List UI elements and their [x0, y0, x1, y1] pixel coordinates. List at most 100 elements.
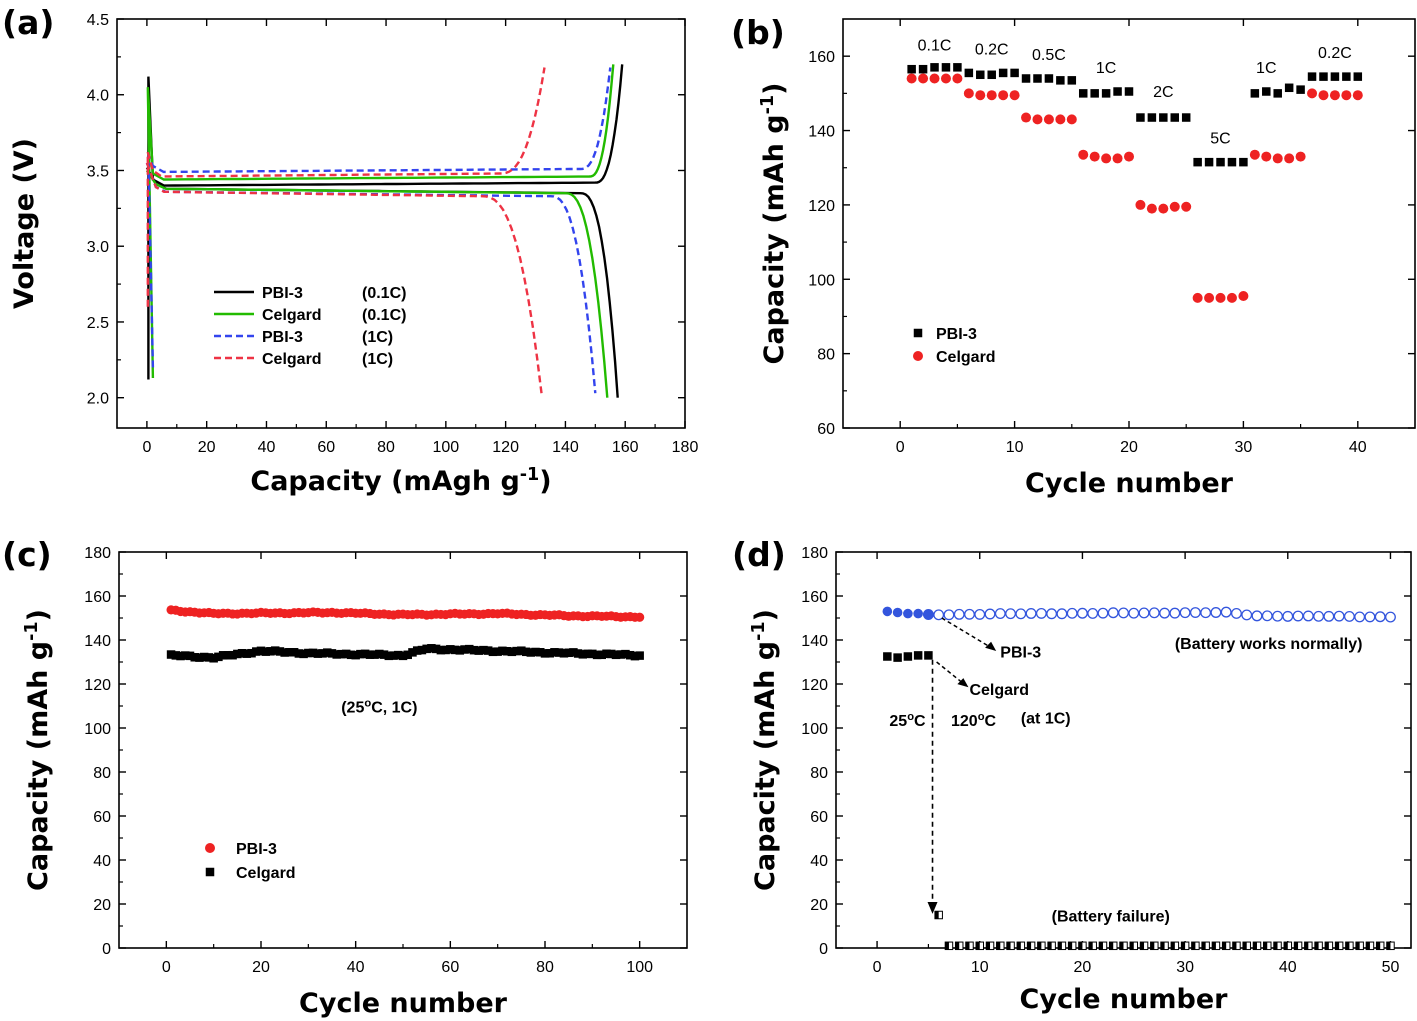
- celgard-failure-point-fill: [1109, 942, 1114, 950]
- celgard-point: [1112, 153, 1123, 164]
- celgard-point: [422, 644, 431, 654]
- y-tick-label: 0: [102, 941, 111, 958]
- celgard-point: [1272, 153, 1283, 164]
- pbi3-point: [941, 63, 951, 72]
- pbi3-point: [1353, 72, 1363, 81]
- pbi3-120c-point: [1385, 611, 1396, 623]
- annotation-part: C: [914, 713, 926, 730]
- celgard-point: [289, 648, 299, 657]
- annotation: (at 1C): [1021, 711, 1071, 728]
- y-axis-label-part: Capacity (mAh g: [750, 641, 781, 891]
- y-axis-label-part: Voltage (V): [9, 138, 40, 309]
- celgard-point: [460, 645, 469, 654]
- y-tick-label: 100: [84, 721, 111, 738]
- celgard-point: [280, 648, 289, 657]
- annotation-part: 120: [951, 713, 978, 730]
- y-tick-label: 4.5: [87, 12, 109, 29]
- x-axis-label: Cycle number: [1025, 468, 1234, 499]
- pbi3-120c-point: [1056, 608, 1068, 620]
- voltage-curve-discharge: [145, 162, 543, 394]
- legend-label: PBI-3: [936, 326, 977, 343]
- celgard-point: [986, 90, 997, 101]
- x-tick-label: 0: [142, 439, 151, 456]
- y-tick-label: 160: [808, 49, 835, 66]
- x-tick-label: 0: [162, 959, 171, 976]
- celgard-point: [247, 648, 256, 658]
- pbi3-120c-point: [1148, 607, 1160, 619]
- celgard-point: [185, 651, 195, 661]
- celgard-point: [493, 647, 502, 656]
- celgard-point: [275, 647, 285, 656]
- celgard-point: [370, 650, 379, 659]
- y-axis-label-part: Capacity (mAh g: [759, 114, 790, 364]
- annotation-deg: o: [907, 711, 914, 723]
- rate-label: 0.2C: [1318, 45, 1352, 62]
- x-axis-label: Capacity (mAgh g-1): [250, 465, 551, 497]
- x-tick-label: 40: [1279, 959, 1297, 976]
- pbi3-120c-point: [1118, 607, 1129, 619]
- y-tick-label: 20: [810, 897, 828, 914]
- pbi3-120c-point: [1189, 607, 1201, 618]
- celgard-failure-point-fill: [1335, 942, 1340, 950]
- celgard-point: [384, 651, 394, 661]
- pbi3-120c-point: [984, 608, 996, 620]
- celgard-point: [323, 648, 332, 657]
- failure-arrowhead: [927, 902, 938, 914]
- celgard-point: [602, 649, 611, 659]
- legend-marker: [913, 328, 923, 338]
- pbi3-point: [1170, 113, 1180, 122]
- celgard-failure-point-fill: [1088, 942, 1093, 950]
- x-axis-label: Cycle number: [299, 988, 508, 1019]
- celgard-point: [199, 652, 209, 662]
- y-tick-label: 60: [810, 809, 828, 826]
- celgard-failure-point-fill: [1058, 942, 1062, 950]
- pbi3-point: [987, 70, 996, 80]
- celgard-failure-point-fill: [1201, 942, 1206, 950]
- celgard-point: [360, 649, 370, 659]
- pbi3-120c-point: [1313, 610, 1325, 622]
- pbi3-25c-point: [913, 608, 923, 619]
- pbi3-120c-point: [1282, 610, 1294, 622]
- celgard-point: [218, 651, 228, 660]
- celgard-point: [256, 646, 266, 656]
- celgard-point: [597, 650, 607, 660]
- pbi3-point: [1330, 72, 1340, 81]
- x-tick-label: 100: [432, 439, 459, 456]
- y-axis-label: Capacity (mAh g-1): [749, 609, 781, 891]
- celgard-point: [1124, 151, 1134, 162]
- pbi3-120c-point: [1005, 608, 1017, 620]
- y-tick-label: 140: [808, 124, 835, 141]
- celgard-point: [1295, 151, 1306, 162]
- celgard-failure-point-fill: [1047, 942, 1052, 950]
- pbi3-point: [1296, 85, 1305, 94]
- celgard-point: [195, 653, 204, 662]
- y-axis-label: Voltage (V): [9, 138, 40, 309]
- celgard-failure-point-fill: [1304, 942, 1309, 950]
- celgard-point: [417, 645, 427, 655]
- celgard-failure-point-fill: [1263, 942, 1268, 950]
- pbi3-120c-point: [1046, 608, 1058, 620]
- pbi3-point: [998, 68, 1008, 78]
- celgard-point: [540, 649, 550, 658]
- celgard-point: [569, 648, 578, 657]
- celgard-25c-point: [893, 653, 902, 662]
- pbi3-pointer-head: [985, 641, 997, 651]
- legend-marker: [205, 867, 215, 877]
- celgard-point: [313, 649, 323, 658]
- pbi3-point: [1250, 89, 1260, 98]
- celgard-pointer-head: [957, 678, 969, 688]
- pbi3-120c-point: [1261, 610, 1273, 622]
- celgard-point: [625, 650, 635, 660]
- y-tick-label: 160: [84, 589, 111, 606]
- x-tick-label: 160: [612, 439, 639, 456]
- y-tick-label: 120: [801, 677, 828, 694]
- celgard-point: [351, 650, 360, 660]
- legend-marker: [205, 843, 215, 853]
- pbi3-point: [1147, 113, 1157, 122]
- celgard-point: [1318, 90, 1329, 101]
- pbi3-25c-point: [892, 607, 903, 618]
- y-tick-label: 3.5: [87, 163, 109, 180]
- celgard-point: [233, 649, 242, 659]
- panel-label: (c): [2, 535, 52, 574]
- x-axis-label-part: Cycle number: [299, 988, 508, 1019]
